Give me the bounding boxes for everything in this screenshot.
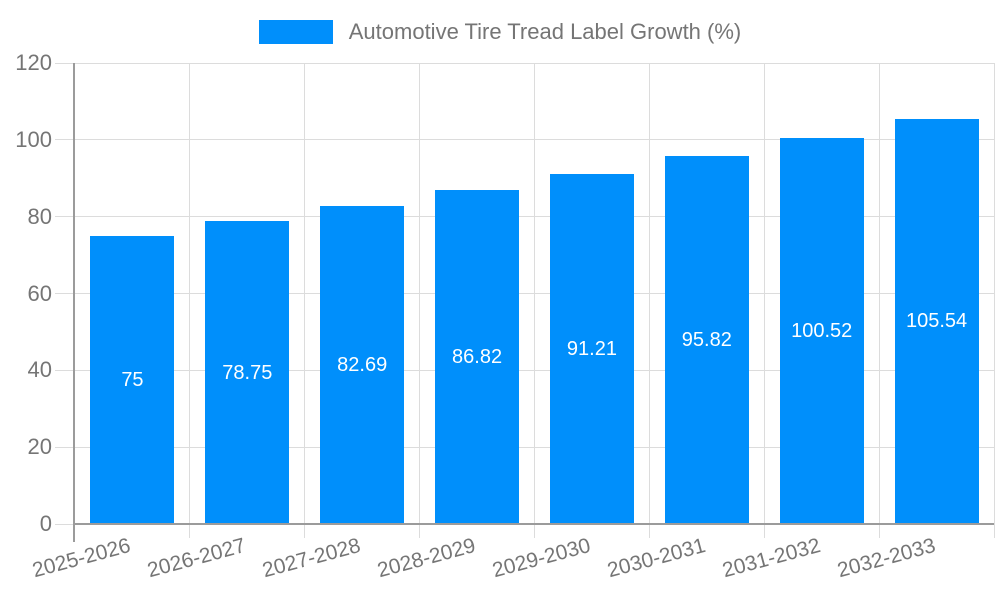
bar [90,235,175,523]
y-gridline [55,293,994,294]
y-axis-tick-label: 0 [39,511,52,536]
y-axis-line [73,63,75,542]
bar [894,118,979,523]
legend-marker-swatch [258,20,333,44]
x-gridline [648,63,650,538]
y-axis-tick-label: 120 [15,50,52,75]
y-axis-tick-label: 20 [27,434,52,460]
bar-value-label: 105.54 [905,310,968,333]
y-axis-tick-label: 100 [15,126,52,152]
y-gridline [55,62,994,64]
bar-value-label: 86.82 [452,346,503,369]
x-gridline [304,63,306,538]
legend-label: Automotive Tire Tread Label Growth (%) [348,19,742,44]
x-axis-line [75,523,994,525]
bar [549,173,634,523]
x-gridline [878,63,880,538]
bar [205,221,290,523]
bar-value-label: 82.69 [337,354,388,377]
bar [779,137,864,523]
bar-value-label: 91.21 [566,337,617,360]
x-gridline [534,63,535,538]
y-axis-tick-label: 40 [27,357,52,383]
bar [664,155,749,523]
bar [435,190,520,523]
legend: Automotive Tire Tread Label Growth (%) [0,16,1000,48]
bar-value-label: 100.52 [791,319,853,342]
y-gridline [55,446,994,448]
x-gridline [419,63,421,538]
x-gridline [993,63,995,538]
x-gridline [763,63,765,538]
y-axis-tick-label: 60 [27,280,52,306]
y-axis-tick-label: 80 [27,203,52,229]
y-gridline [55,139,994,141]
bar [320,206,405,523]
y-gridline [55,369,994,371]
x-gridline [189,63,191,538]
bar-value-label: 78.75 [222,361,273,384]
bar-value-label: 75 [121,368,144,391]
y-gridline [55,216,994,218]
bar-value-label: 95.82 [681,328,732,351]
